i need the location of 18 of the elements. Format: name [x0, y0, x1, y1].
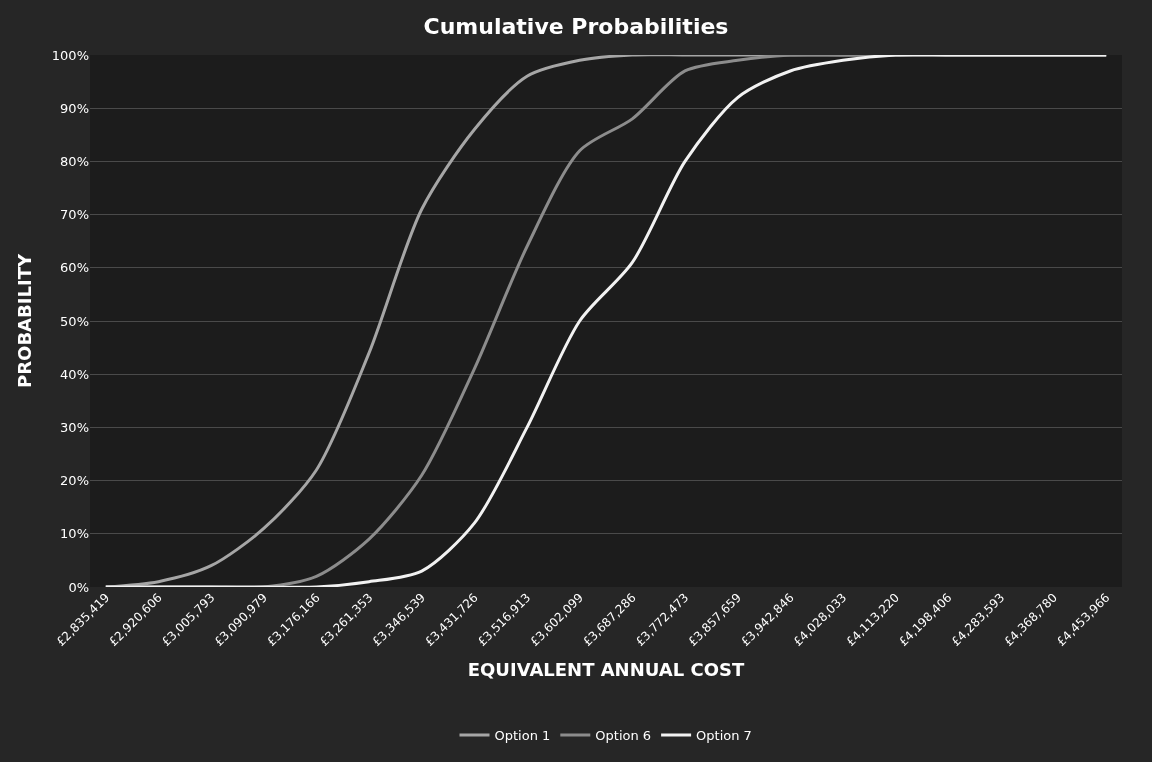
chart-title: Cumulative Probabilities: [423, 14, 729, 40]
y-tick-label: 50%: [60, 313, 89, 329]
y-tick-label: 10%: [60, 526, 89, 542]
y-tick-label: 30%: [60, 419, 89, 435]
y-tick-label: 80%: [60, 153, 89, 169]
y-axis-title: PROBABILITY: [14, 253, 36, 388]
legend-label: Option 6: [595, 728, 652, 744]
y-tick-label: 90%: [60, 100, 89, 116]
y-tick-label: 40%: [60, 366, 89, 382]
legend-label: Option 7: [696, 728, 752, 744]
x-axis-title: EQUIVALENT ANNUAL COST: [467, 659, 745, 681]
y-tick-label: 70%: [60, 207, 89, 223]
y-tick-label: 20%: [60, 473, 89, 489]
line-series: [104, 55, 1108, 587]
y-tick-label: 100%: [51, 47, 89, 63]
y-tick-label: 0%: [68, 579, 89, 595]
y-tick-label: 60%: [60, 260, 89, 276]
legend-label: Option 1: [494, 728, 551, 744]
